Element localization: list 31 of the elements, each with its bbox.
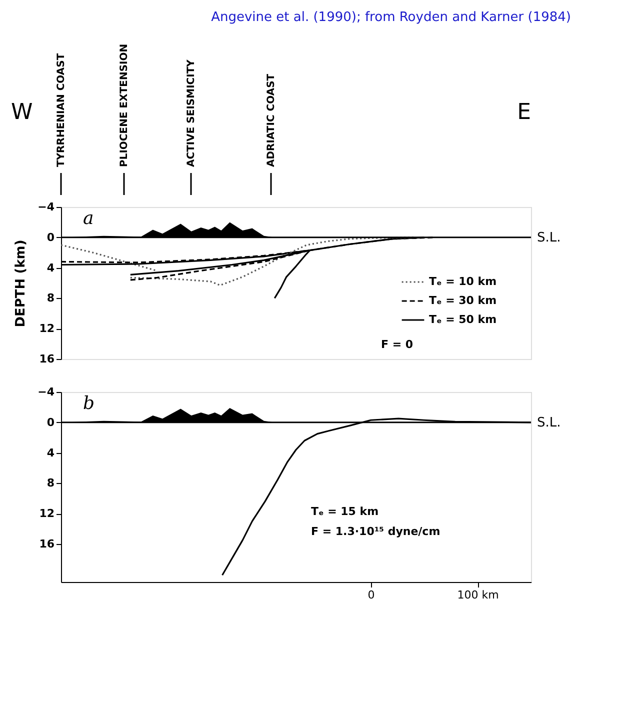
ref-line-label: S.L.: [537, 415, 561, 430]
annotation: b: [83, 393, 95, 414]
text: W: [11, 100, 33, 125]
y-tick-label: 0: [46, 230, 55, 244]
y-tick-label: 4: [46, 261, 55, 274]
y-tick-label: 8: [46, 476, 54, 490]
text: ADRIATIC COAST: [266, 74, 277, 167]
y-tick-label: 4: [46, 446, 55, 460]
legend-label: Tₑ = 30 km: [429, 294, 497, 307]
x-tick-label: 100 km: [457, 588, 499, 602]
legend-label: Tₑ = 10 km: [429, 275, 497, 288]
y-tick-label: 8: [46, 292, 54, 305]
annotation: F = 1.3·10¹⁵ dyne/cm: [311, 525, 440, 538]
y-tick-label: 12: [39, 507, 54, 520]
y-tick-label: 0: [46, 416, 55, 429]
y-tick-label: −4: [38, 386, 55, 398]
y-tick-label: 16: [39, 352, 55, 366]
y-tick-label: 16: [39, 538, 55, 550]
legend-label: Tₑ = 50 km: [429, 313, 497, 326]
text: ACTIVE SEISMICITY: [186, 58, 197, 167]
annotation: F = 0: [381, 338, 414, 351]
text: TYRRHENIAN COAST: [56, 53, 67, 167]
text: PLIOCENE EXTENSION: [119, 44, 130, 167]
text: Angevine et al. (1990); from Royden and Karner (1984): [211, 10, 571, 25]
annotation: a: [83, 208, 94, 229]
y-tick-label: −4: [38, 200, 55, 214]
text: E: [517, 100, 531, 125]
y-axis-title: DEPTH (km): [14, 240, 29, 328]
annotation: Tₑ = 15 km: [311, 505, 379, 518]
y-tick-label: 12: [39, 322, 54, 336]
ref-line-label: S.L.: [537, 230, 561, 246]
